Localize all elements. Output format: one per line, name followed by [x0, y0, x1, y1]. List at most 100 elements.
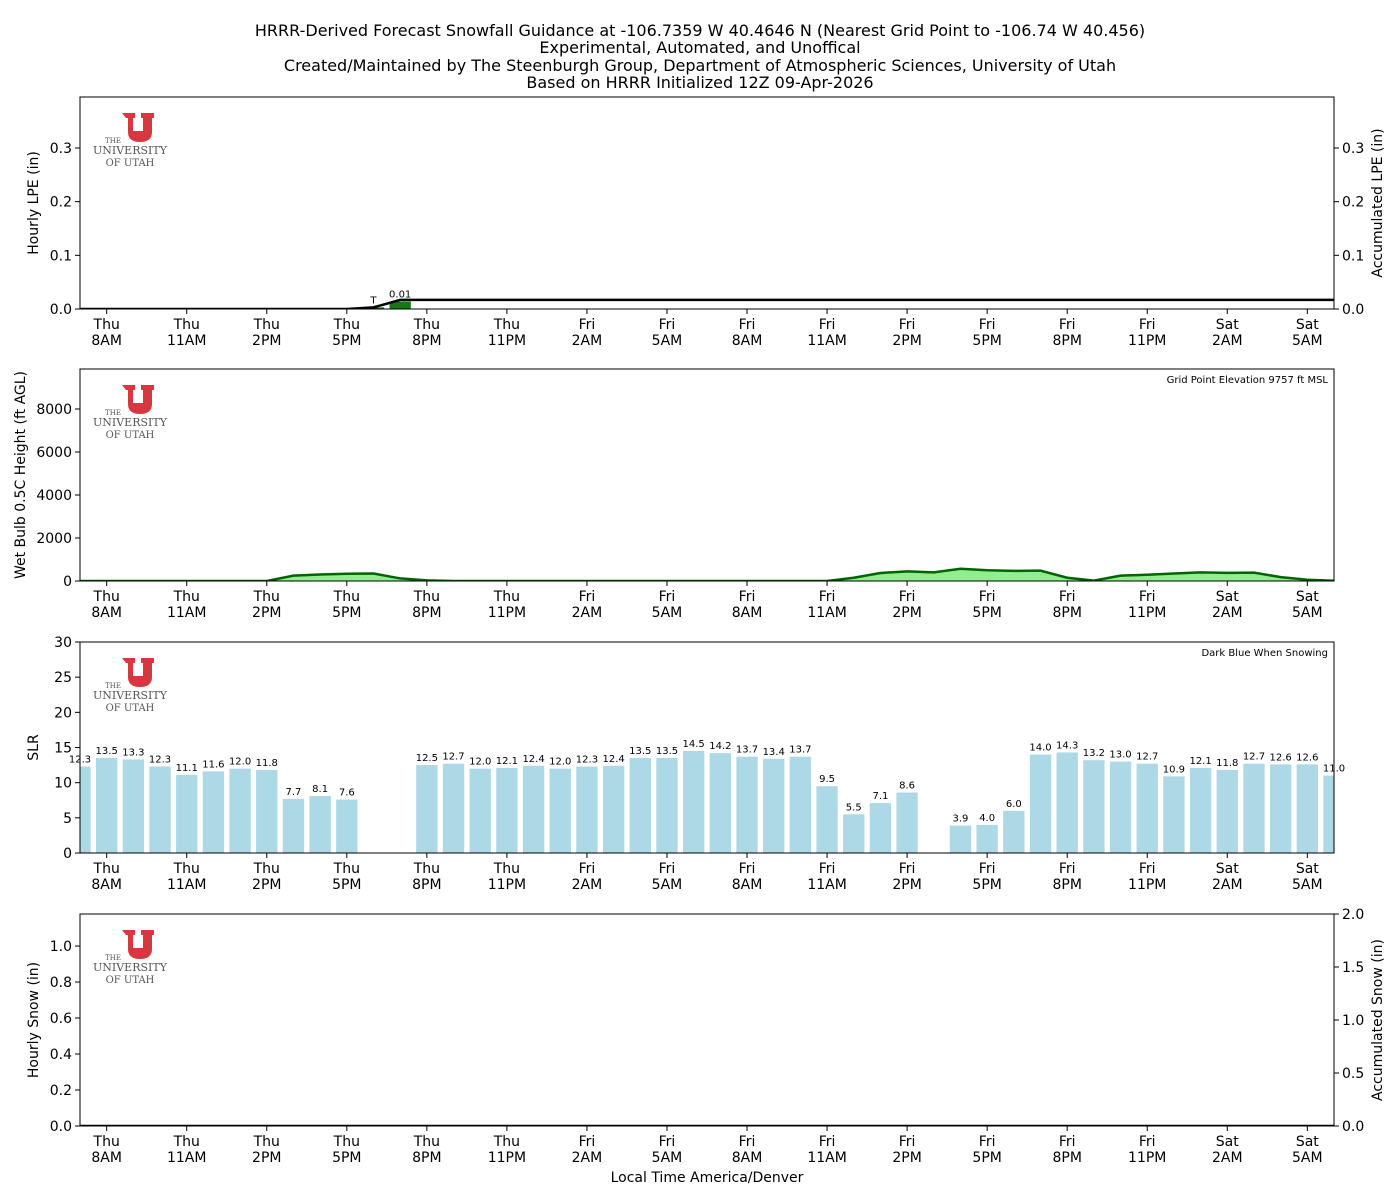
x-tick-label: Sat 5AM [1292, 317, 1323, 349]
y-tick-label: 0.0 [1342, 1119, 1364, 1135]
bar [576, 766, 598, 853]
bar [176, 774, 198, 853]
bar [496, 767, 518, 853]
x-tick-label: Fri 2PM [892, 861, 922, 893]
x-tick-label: Thu 11AM [166, 589, 207, 621]
x-tick-label: Thu 5PM [332, 317, 362, 349]
y-tick-label: 0.2 [50, 1083, 72, 1099]
value-label: 12.7 [1136, 752, 1158, 763]
y-tick-label: 10 [54, 776, 72, 792]
logo-mark [122, 658, 154, 687]
x-tick-label: Thu 8PM [412, 317, 442, 349]
x-tick-label: Fri 5AM [651, 589, 683, 621]
x-tick-label: Thu 8PM [412, 589, 442, 621]
x-tick-label: Fri 8AM [731, 861, 763, 893]
plot-area [80, 751, 1334, 853]
logo-mark [122, 385, 154, 414]
annotation: Dark Blue When Snowing [1201, 648, 1328, 659]
value-label: 0.01 [389, 289, 411, 300]
x-tick-label: Fri 8AM [731, 1134, 763, 1166]
value-label: 12.7 [442, 752, 464, 763]
bar [1216, 770, 1238, 853]
x-tick-label: Sat 2AM [1211, 1134, 1243, 1166]
x-tick-label: Sat 5AM [1292, 1134, 1323, 1166]
y-tick-label: 0.3 [50, 141, 72, 157]
bar [149, 766, 171, 853]
bar [1083, 760, 1105, 853]
bar [1243, 763, 1265, 853]
x-tick-label: Fri 5AM [651, 317, 683, 349]
bar [309, 796, 331, 853]
bar [1323, 775, 1334, 853]
bar [1163, 776, 1185, 853]
logo-text: OF UTAH [106, 158, 155, 169]
title-line: Experimental, Automated, and Unoffical [539, 38, 860, 57]
x-tick-label: Thu 8AM [91, 317, 122, 349]
value-label: 11.6 [202, 759, 224, 770]
y-tick-label: 1.5 [1342, 960, 1364, 976]
logo-text: UNIVERSITY [93, 144, 168, 157]
bar [709, 753, 732, 853]
bar [96, 758, 118, 853]
value-label: 9.5 [819, 774, 835, 785]
x-tick-label: Thu 11PM [487, 589, 527, 621]
x-tick-label: Fri 8PM [1052, 861, 1082, 893]
x-tick-label: Fri 11PM [1128, 1134, 1167, 1166]
value-label: 13.5 [96, 746, 118, 757]
logo-text: UNIVERSITY [93, 961, 168, 974]
logo-text: OF UTAH [106, 703, 155, 714]
value-label: 14.3 [1056, 740, 1078, 751]
x-tick-label: Fri 11PM [1128, 589, 1167, 621]
x-tick-label: Fri 11PM [1128, 861, 1167, 893]
value-label: 13.5 [629, 746, 651, 757]
value-label: 14.2 [709, 741, 731, 752]
y-tick-label: 0 [63, 846, 72, 862]
y-tick-label: 30 [54, 635, 72, 651]
x-tick-label: Fri 8AM [731, 589, 763, 621]
y-tick-label: 2.0 [1342, 907, 1364, 923]
bar [682, 751, 705, 853]
bar [282, 798, 305, 853]
bar [656, 758, 678, 853]
title-line: Created/Maintained by The Steenburgh Gro… [284, 56, 1116, 75]
value-label: 11.8 [256, 758, 278, 769]
y-tick-label: 0.0 [50, 302, 72, 318]
x-tick-label: Thu 8AM [91, 1134, 122, 1166]
y-tick-label: 6000 [36, 445, 72, 461]
y2-axis-label: Accumulated LPE (in) [1370, 128, 1386, 277]
x-tick-label: Thu 11PM [487, 317, 527, 349]
logo-text: THE [105, 137, 121, 145]
x-tick-label: Sat 2AM [1211, 861, 1243, 893]
x-tick-label: Sat 5AM [1292, 861, 1323, 893]
value-label: 11.1 [176, 763, 198, 774]
logo-text: THE [105, 409, 121, 417]
x-tick-label: Sat 2AM [1211, 317, 1243, 349]
value-label: 12.1 [1189, 756, 1211, 767]
x-tick-label: Thu 11AM [166, 317, 207, 349]
value-label: 12.4 [522, 754, 544, 765]
value-label: 13.7 [736, 745, 758, 756]
y-tick-label: 0.4 [50, 1047, 72, 1063]
bar [1029, 754, 1052, 853]
bar [202, 771, 225, 853]
y-tick-label: 0.2 [1342, 195, 1364, 211]
value-label: 8.6 [899, 781, 915, 792]
bar [80, 766, 91, 853]
bar [1189, 767, 1212, 853]
value-label: 12.0 [229, 757, 251, 768]
x-tick-label: Fri 11AM [807, 317, 847, 349]
area-line [80, 567, 1334, 581]
x-tick-label: Thu 8AM [91, 589, 122, 621]
value-label: 14.0 [1029, 743, 1051, 754]
bar [336, 799, 358, 853]
logo-text: OF UTAH [106, 975, 155, 986]
x-tick-label: Sat 2AM [1211, 589, 1243, 621]
x-tick-label: Thu 2PM [252, 861, 282, 893]
value-label: 14.5 [683, 739, 705, 750]
bar [869, 803, 892, 853]
x-tick-label: Fri 8PM [1052, 317, 1082, 349]
bar [442, 763, 465, 853]
y-axis-label: Hourly Snow (in) [26, 962, 42, 1078]
bar [1296, 764, 1318, 853]
